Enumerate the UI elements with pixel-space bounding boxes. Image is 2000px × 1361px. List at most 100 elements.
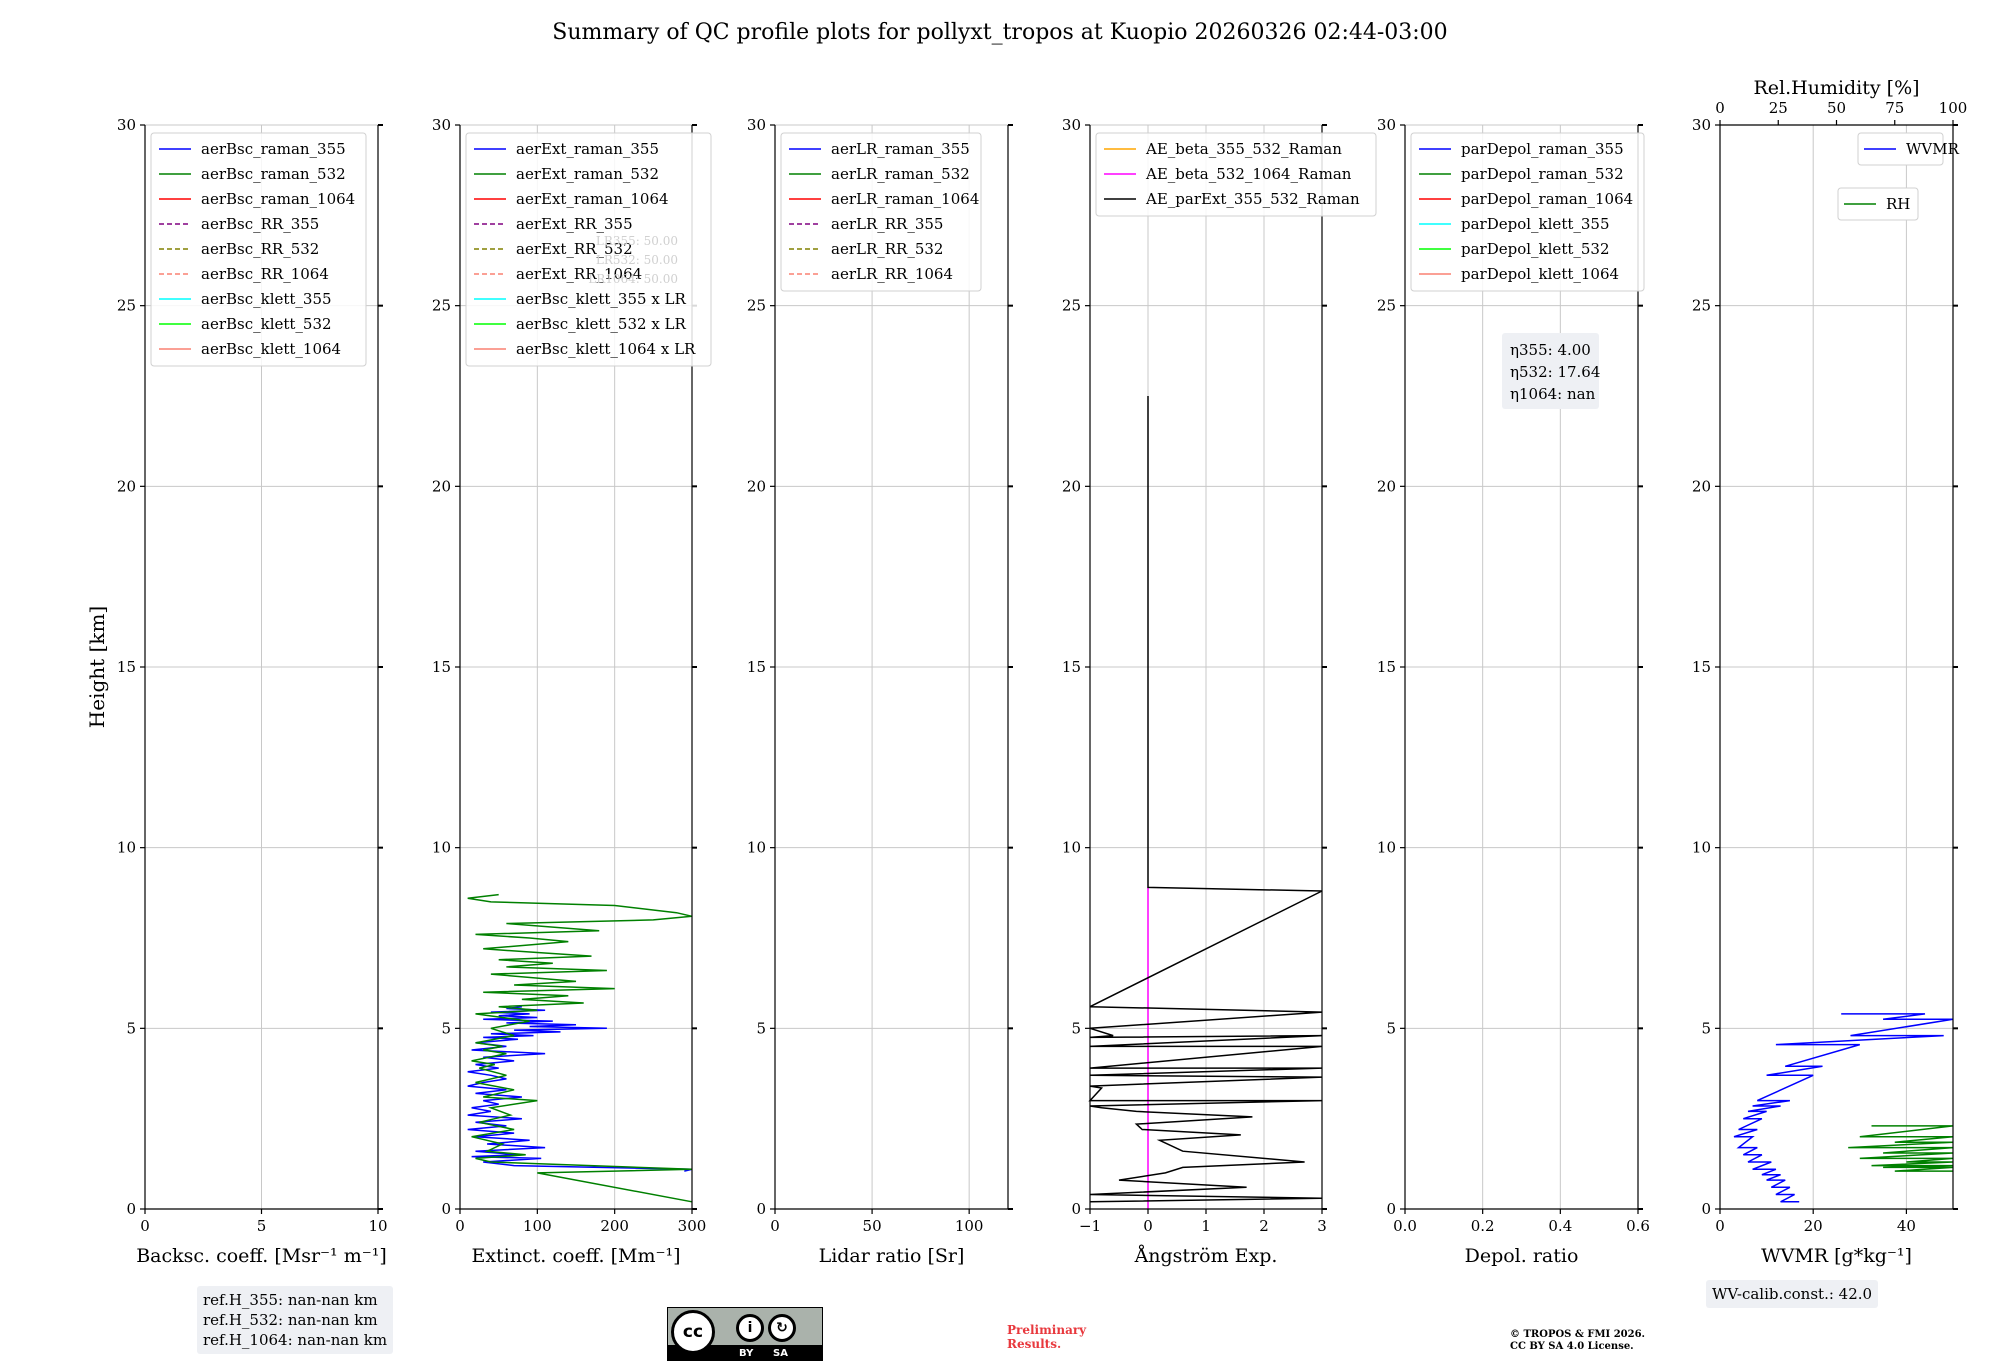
legend-label: aerBsc_RR_1064 — [201, 265, 329, 283]
y-tick-label: 0 — [756, 1200, 766, 1218]
copyright-note: © TROPOS & FMI 2026. CC BY SA 4.0 Licens… — [1510, 1329, 1645, 1353]
y-tick-label: 30 — [1692, 116, 1711, 134]
x-tick-label: 0 — [770, 1217, 780, 1235]
legend-label: aerExt_raman_1064 — [516, 190, 669, 208]
y-tick-label: 20 — [1692, 477, 1711, 495]
y-tick-label: 0 — [126, 1200, 136, 1218]
x-tick-label: 0.2 — [1471, 1217, 1495, 1235]
y-tick-label: 10 — [1062, 839, 1081, 857]
x-tick-label: 0.0 — [1393, 1217, 1417, 1235]
ref-height-532: ref.H_532: nan-nan km — [203, 1311, 378, 1329]
y-tick-label: 30 — [747, 116, 766, 134]
legend-label: AE_beta_532_1064_Raman — [1145, 165, 1352, 183]
legend-box — [1857, 132, 1944, 166]
copyright-line-1: © TROPOS & FMI 2026. — [1510, 1329, 1646, 1340]
legend-label: AE_parExt_355_532_Raman — [1145, 190, 1360, 208]
eta-annotation: η1064: nan — [1510, 385, 1596, 403]
legend-label: aerBsc_raman_532 — [201, 165, 346, 183]
legend-label: aerBsc_raman_355 — [201, 140, 346, 158]
legend-label: AE_beta_355_532_Raman — [1145, 140, 1342, 158]
y-tick-label: 10 — [747, 839, 766, 857]
legend-label: aerLR_RR_532 — [831, 240, 943, 258]
x-tick-label: 200 — [600, 1217, 629, 1235]
legend-label: aerBsc_klett_1064 x LR — [516, 340, 696, 358]
legend-box — [1837, 187, 1919, 221]
eta-annotation: η355: 4.00 — [1510, 341, 1591, 359]
x-axis-label: WVMR [g*kg⁻¹] — [1761, 1245, 1912, 1267]
x-tick-label: 20 — [1804, 1217, 1823, 1235]
y-tick-label: 30 — [1377, 116, 1396, 134]
legend-label: aerLR_RR_1064 — [831, 265, 953, 283]
top-x-tick-label: 100 — [1939, 99, 1968, 117]
x-tick-label: 0 — [1143, 1217, 1153, 1235]
y-tick-label: 5 — [126, 1019, 136, 1037]
legend-box — [150, 132, 367, 367]
y-tick-label: 0 — [1071, 1200, 1081, 1218]
y-tick-label: 30 — [1062, 116, 1081, 134]
y-tick-label: 15 — [117, 658, 136, 676]
x-tick-label: 100 — [523, 1217, 552, 1235]
y-tick-label: 25 — [1062, 297, 1081, 315]
legend-label: RH — [1886, 195, 1910, 213]
legend-box — [1095, 132, 1377, 217]
legend-label: aerExt_raman_532 — [516, 165, 659, 183]
legend-label: WVMR — [1906, 140, 1960, 158]
copyright-line-2: CC BY SA 4.0 License. — [1510, 1341, 1634, 1352]
cc-logo-icon: cc — [671, 1310, 715, 1354]
top-x-tick-label: 0 — [1715, 99, 1725, 117]
legend-label: aerLR_RR_355 — [831, 215, 943, 233]
y-tick-label: 10 — [1692, 839, 1711, 857]
ref-height-355: ref.H_355: nan-nan km — [203, 1291, 378, 1309]
legend-label: aerLR_raman_532 — [831, 165, 970, 183]
legend-label: aerBsc_klett_355 x LR — [516, 290, 687, 308]
y-tick-label: 15 — [1377, 658, 1396, 676]
x-tick-label: 50 — [863, 1217, 882, 1235]
legend-label: aerLR_raman_1064 — [831, 190, 979, 208]
y-tick-label: 10 — [432, 839, 451, 857]
lr-annotation: LR532: 50.00 — [596, 253, 678, 267]
y-tick-label: 25 — [1692, 297, 1711, 315]
y-tick-label: 25 — [1377, 297, 1396, 315]
series-line-AE_parExt_355_532_Raman — [1088, 396, 1323, 1203]
legend-label: parDepol_raman_355 — [1461, 140, 1624, 158]
x-tick-label: 100 — [955, 1217, 984, 1235]
y-tick-label: 5 — [1071, 1019, 1081, 1037]
cc-license-badge: cc i ↻ BY SA — [667, 1307, 823, 1361]
x-tick-label: 1 — [1201, 1217, 1211, 1235]
legend-box — [1410, 132, 1645, 292]
x-tick-label: 2 — [1259, 1217, 1269, 1235]
preliminary-note: Preliminary Results. — [1007, 1323, 1086, 1351]
legend-label: aerExt_RR_1064 — [516, 265, 642, 283]
x-axis-label: Ångström Exp. — [1134, 1245, 1278, 1267]
x-tick-label: 0.4 — [1548, 1217, 1572, 1235]
y-tick-label: 0 — [441, 1200, 451, 1218]
y-tick-label: 15 — [1062, 658, 1081, 676]
figure-title: Summary of QC profile plots for pollyxt_… — [552, 20, 1448, 45]
top-x-axis-label: Rel.Humidity [%] — [1753, 77, 1919, 99]
y-tick-label: 25 — [747, 297, 766, 315]
top-x-tick-label: 75 — [1885, 99, 1904, 117]
sa-share-icon: ↻ — [768, 1314, 796, 1342]
series-line-RH — [1848, 1125, 1954, 1172]
y-tick-label: 20 — [1377, 477, 1396, 495]
y-tick-label: 5 — [1701, 1019, 1711, 1037]
lr-annotation: LR1064: 50.00 — [588, 272, 678, 286]
x-axis-label: Depol. ratio — [1465, 1245, 1579, 1267]
x-tick-label: −1 — [1079, 1217, 1101, 1235]
x-axis-label: Extinct. coeff. [Mm⁻¹] — [471, 1245, 680, 1267]
y-tick-label: 25 — [117, 297, 136, 315]
preliminary-line-1: Preliminary — [1007, 1323, 1087, 1337]
y-tick-label: 25 — [432, 297, 451, 315]
legend-box — [465, 132, 712, 367]
y-tick-label: 20 — [432, 477, 451, 495]
legend-label: parDepol_klett_1064 — [1461, 265, 1619, 283]
legend-box — [780, 132, 982, 292]
x-tick-label: 10 — [368, 1217, 387, 1235]
y-tick-label: 30 — [432, 116, 451, 134]
legend-label: aerBsc_klett_532 — [201, 315, 332, 333]
y-tick-label: 30 — [117, 116, 136, 134]
y-tick-label: 15 — [432, 658, 451, 676]
y-axis-label: Height [km] — [85, 606, 109, 728]
ref-height-1064: ref.H_1064: nan-nan km — [203, 1331, 388, 1349]
